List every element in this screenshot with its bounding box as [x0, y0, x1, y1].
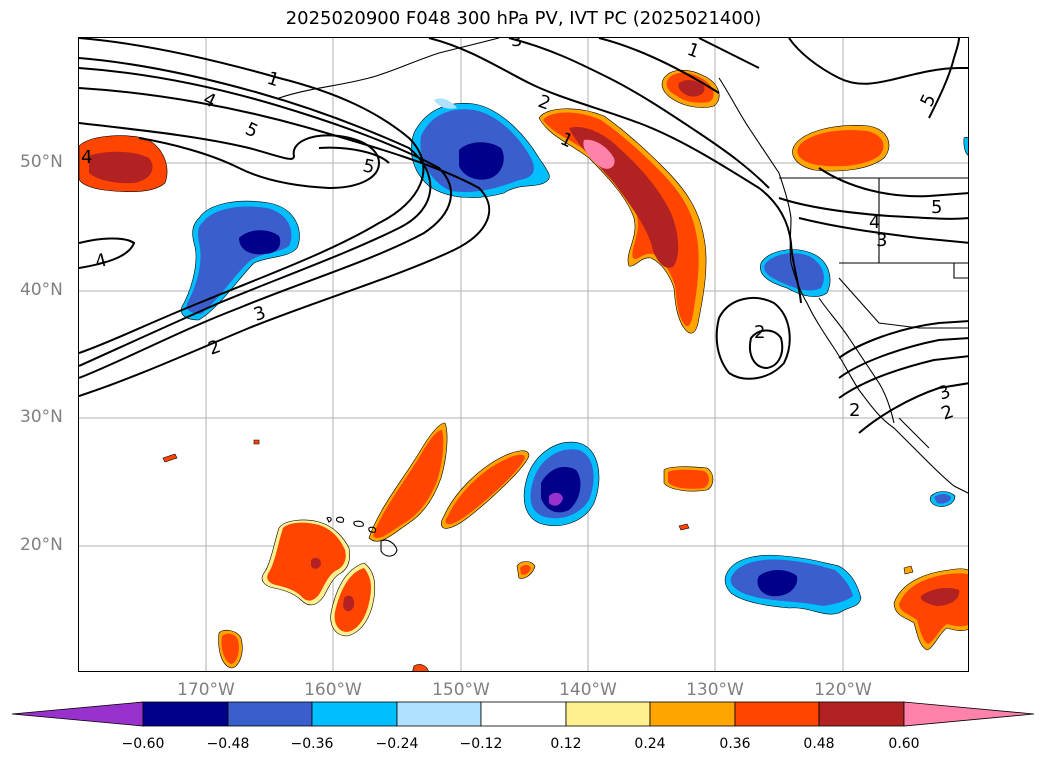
contour-label: 4 — [81, 147, 92, 168]
colorbar-segment — [480, 701, 567, 727]
contour-label: 5 — [931, 197, 942, 218]
contour-outer-1 — [79, 38, 425, 354]
colorbar-tick: 0.24 — [634, 736, 666, 752]
contour-4 — [79, 87, 491, 397]
colorbar-tick: −0.12 — [459, 736, 503, 752]
colorbar-tick: −0.48 — [206, 736, 250, 752]
colorbar-segment — [396, 701, 482, 727]
contour-label: 1 — [684, 39, 702, 63]
contour-ring-2 — [715, 297, 791, 380]
map-plot-area: 1 4 5 5 3 2 4 2 1 3 1 2 5 4 3 5 2 3 2 4 — [78, 37, 969, 672]
lon-label-130w: 130°W — [686, 680, 744, 700]
lon-label-160w: 160°W — [304, 680, 362, 700]
colorbar-segment — [227, 701, 313, 727]
colorbar-tick: −0.36 — [290, 736, 334, 752]
colorbar-tick: 0.12 — [550, 736, 582, 752]
colorbar-tick: −0.24 — [375, 736, 419, 752]
contour-label: 5 — [916, 91, 940, 110]
lat-label-20: 20°N — [20, 535, 63, 555]
lon-label-120w: 120°W — [814, 680, 872, 700]
contour-label: 3 — [936, 381, 954, 405]
coastlines — [278, 38, 968, 557]
colorbar-extend-high — [903, 701, 1035, 727]
contour-label: 4 — [869, 212, 880, 233]
colorbar-tick: 0.36 — [719, 736, 751, 752]
colorbar-segment — [818, 701, 905, 727]
colorbar-tick: 0.48 — [803, 736, 835, 752]
contour-label: 1 — [264, 68, 281, 92]
lon-label-150w: 150°W — [432, 680, 490, 700]
colorbar-tick: 0.60 — [888, 736, 920, 752]
contour-label: 5 — [361, 155, 377, 178]
contour-label: 4 — [93, 250, 109, 273]
contour-ring-small — [749, 329, 784, 370]
contour-2 — [79, 57, 432, 367]
contour-label: 2 — [849, 400, 860, 421]
colorbar-segment — [734, 701, 820, 727]
colorbar-tick: −0.60 — [121, 736, 165, 752]
colorbar-segment — [311, 701, 398, 727]
contour-label: 4 — [200, 88, 219, 112]
contour-label: 3 — [876, 230, 887, 251]
colorbar-segment — [142, 701, 229, 727]
lat-label-50: 50°N — [20, 152, 63, 172]
contour-label: 2 — [754, 322, 765, 343]
pv-positive-areas — [79, 69, 968, 671]
colorbar-segment — [649, 701, 736, 727]
contour-label: 3 — [511, 38, 522, 51]
map-title: 2025020900 F048 300 hPa PV, IVT PC (2025… — [285, 8, 762, 29]
contour-label: 2 — [939, 401, 957, 425]
contour-label: 5 — [242, 118, 261, 142]
lon-label-170w: 170°W — [177, 680, 235, 700]
contour-ring-5 — [79, 122, 381, 190]
colorbar-segment — [565, 701, 651, 727]
lon-label-140w: 140°W — [559, 680, 617, 700]
colorbar — [11, 701, 1035, 727]
lat-label-30: 30°N — [20, 407, 63, 427]
contour-3 — [79, 67, 452, 379]
pv-negative-areas — [180, 98, 968, 615]
lat-label-40: 40°N — [20, 280, 63, 300]
contour-label: 3 — [251, 302, 268, 326]
map-canvas: 1 4 5 5 3 2 4 2 1 3 1 2 5 4 3 5 2 3 2 4 — [79, 38, 968, 671]
ivt-contours — [79, 38, 968, 434]
colorbar-extend-low — [11, 701, 144, 727]
